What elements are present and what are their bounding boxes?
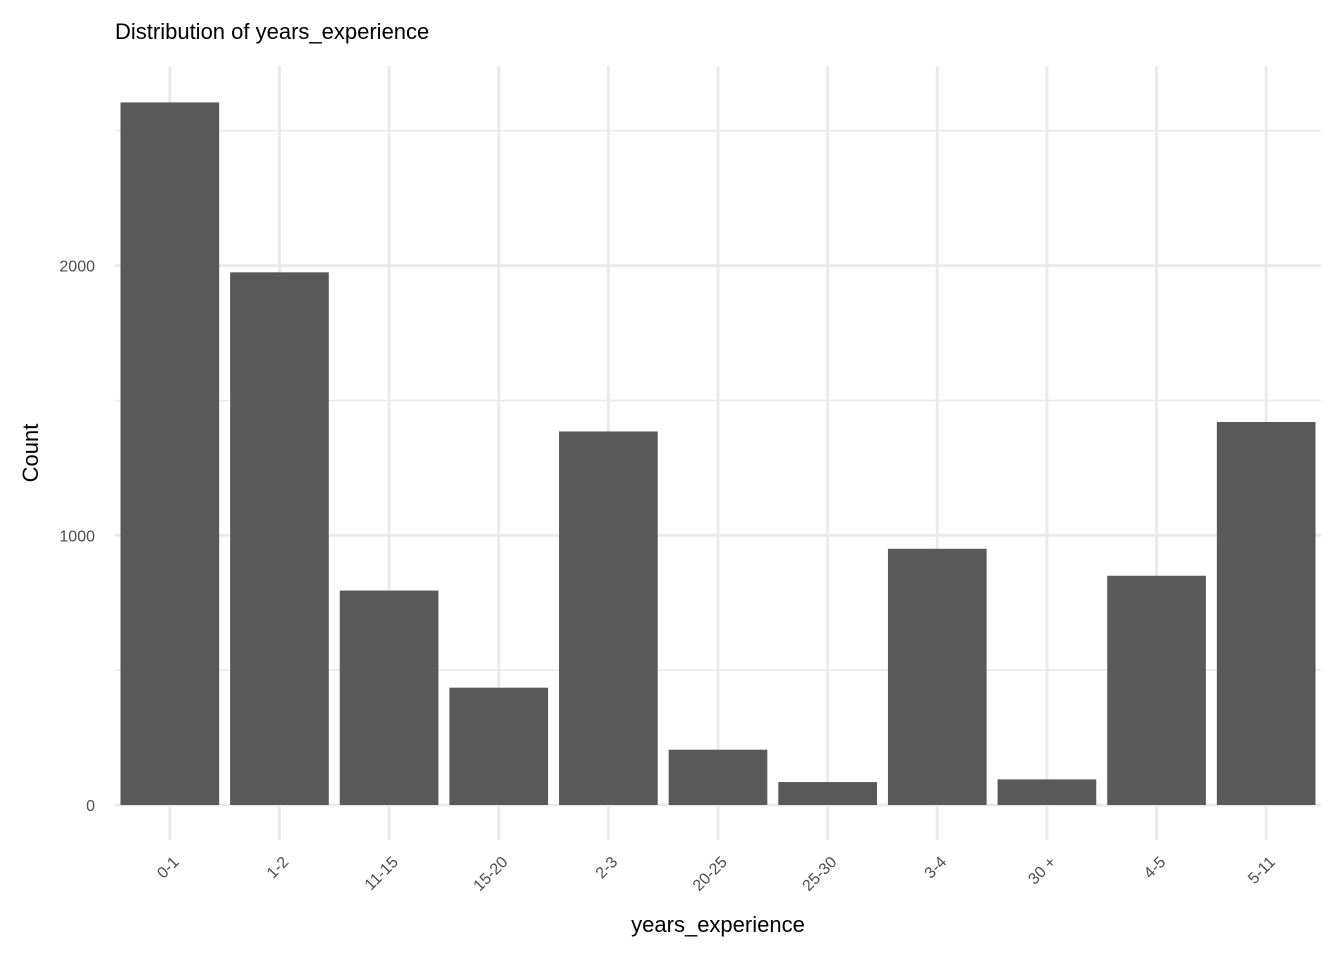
chart-title: Distribution of years_experience xyxy=(115,19,429,44)
x-tick-label: 0-1 xyxy=(154,854,182,882)
x-tick-label: 4-5 xyxy=(1141,854,1169,882)
y-tick-label: 2000 xyxy=(59,259,95,276)
bar xyxy=(339,590,439,805)
x-tick-label: 30 + xyxy=(1025,854,1059,888)
x-tick-label: 20-25 xyxy=(690,854,731,895)
x-tick-label: 5-11 xyxy=(1245,854,1279,888)
bar xyxy=(449,687,549,805)
y-axis-title: Count xyxy=(18,424,43,483)
bar xyxy=(559,431,658,805)
x-tick-label: 11-15 xyxy=(362,854,402,894)
x-tick-label: 1-2 xyxy=(264,854,292,882)
bar xyxy=(887,548,987,805)
bar xyxy=(1107,575,1206,805)
y-tick-label: 1000 xyxy=(59,528,95,545)
x-tick-label: 3-4 xyxy=(922,854,950,882)
bar xyxy=(668,749,768,805)
bar xyxy=(1216,422,1316,805)
x-tick-layer: 0-1 1-2 11-15 15-20 2-3 20-25 25-30 3-4 30 + 4-5 5… xyxy=(154,854,1279,895)
x-tick-label: 15-20 xyxy=(471,854,512,895)
bar-layer xyxy=(120,102,1316,805)
bar xyxy=(230,272,329,805)
bar xyxy=(997,779,1097,805)
x-tick-label: 2-3 xyxy=(593,854,621,882)
x-tick-label: 25-30 xyxy=(800,854,841,895)
bar xyxy=(120,102,220,805)
bar xyxy=(778,782,877,805)
y-tick-label: 0 xyxy=(86,798,95,815)
x-axis-title: years_experience xyxy=(631,912,805,937)
y-tick-layer: 0 1000 2000 xyxy=(59,259,95,815)
